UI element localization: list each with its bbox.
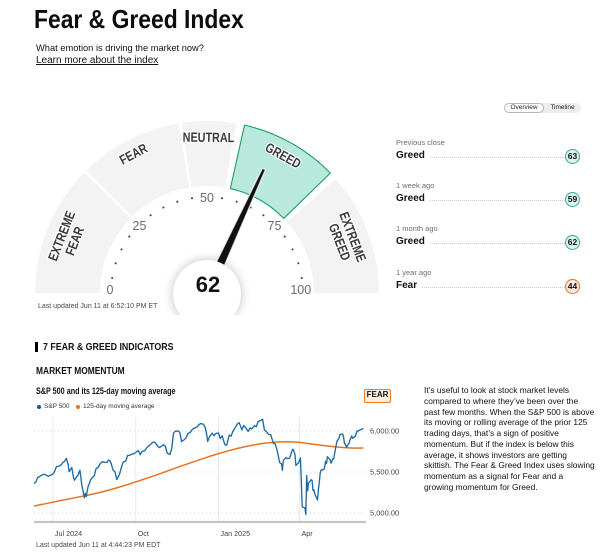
svg-text:6,000.00: 6,000.00: [370, 427, 399, 436]
svg-text:100: 100: [290, 283, 311, 297]
svg-text:0: 0: [107, 283, 114, 297]
svg-text:62: 62: [196, 272, 220, 297]
svg-text:Jul 2024: Jul 2024: [55, 529, 82, 538]
svg-text:75: 75: [268, 219, 282, 233]
svg-text:Apr: Apr: [302, 529, 314, 538]
svg-text:50: 50: [200, 191, 214, 205]
svg-text:Oct: Oct: [138, 529, 149, 538]
svg-text:Jan 2025: Jan 2025: [221, 529, 251, 538]
svg-text:NEUTRAL: NEUTRAL: [183, 130, 235, 146]
svg-text:5,500.00: 5,500.00: [370, 468, 399, 477]
svg-text:25: 25: [133, 219, 147, 233]
svg-text:5,000.00: 5,000.00: [370, 509, 399, 518]
